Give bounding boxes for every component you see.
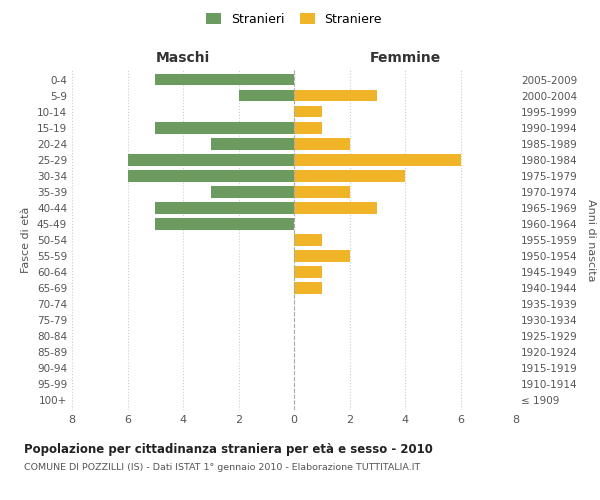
Y-axis label: Fasce di età: Fasce di età — [22, 207, 31, 273]
Bar — [294, 138, 350, 149]
Bar — [128, 170, 294, 181]
Bar — [211, 138, 294, 149]
Bar — [155, 202, 294, 213]
Bar — [294, 90, 377, 102]
Bar — [294, 250, 350, 262]
Text: Maschi: Maschi — [156, 51, 210, 65]
Bar — [294, 282, 322, 294]
Bar — [294, 186, 350, 198]
Bar — [294, 170, 405, 181]
Y-axis label: Anni di nascita: Anni di nascita — [586, 198, 596, 281]
Bar — [128, 154, 294, 166]
Bar — [294, 266, 322, 278]
Text: Femmine: Femmine — [370, 51, 440, 65]
Bar — [294, 106, 322, 118]
Bar — [155, 122, 294, 134]
Text: COMUNE DI POZZILLI (IS) - Dati ISTAT 1° gennaio 2010 - Elaborazione TUTTITALIA.I: COMUNE DI POZZILLI (IS) - Dati ISTAT 1° … — [24, 462, 420, 471]
Text: Popolazione per cittadinanza straniera per età e sesso - 2010: Popolazione per cittadinanza straniera p… — [24, 442, 433, 456]
Bar — [294, 234, 322, 246]
Bar — [155, 74, 294, 86]
Bar — [294, 202, 377, 213]
Bar — [211, 186, 294, 198]
Bar — [294, 122, 322, 134]
Bar — [239, 90, 294, 102]
Bar — [294, 154, 461, 166]
Legend: Stranieri, Straniere: Stranieri, Straniere — [202, 9, 386, 29]
Bar — [155, 218, 294, 230]
